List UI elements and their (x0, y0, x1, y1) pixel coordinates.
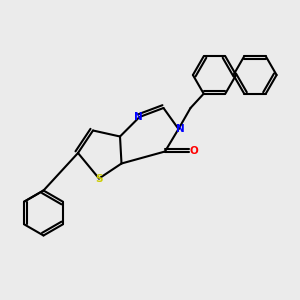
Text: N: N (176, 124, 184, 134)
Text: N: N (134, 112, 142, 122)
Text: S: S (95, 173, 103, 184)
Text: O: O (189, 146, 198, 157)
